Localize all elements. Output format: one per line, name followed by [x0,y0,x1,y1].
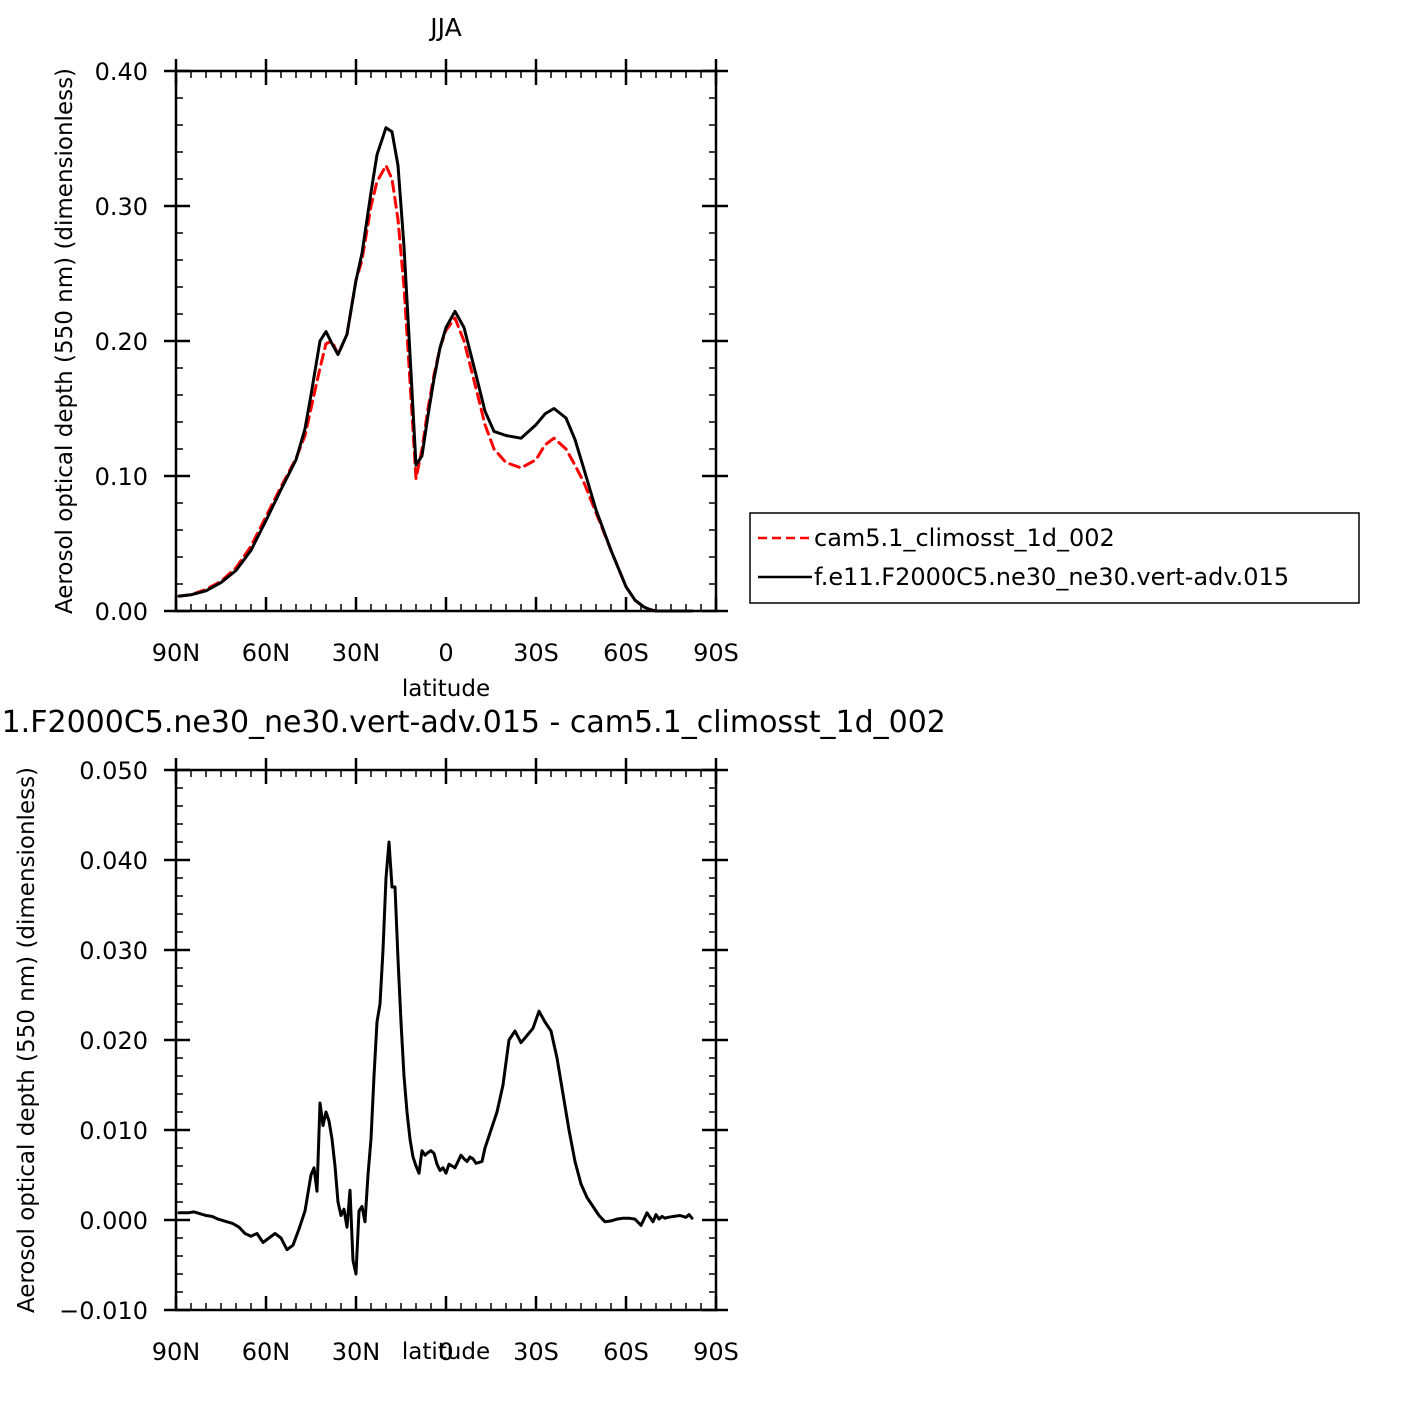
bottom-chart-series-line-1 [177,840,694,1276]
top-chart-y-tick-label: 0.40 [95,58,148,86]
top-chart-series-line-2 [177,126,694,613]
bottom-chart-y-tick-label: 0.000 [79,1207,148,1235]
bottom-chart-x-tick-label: 30S [513,1338,559,1366]
bottom-chart-panel: f.e11.F2000C5.ne30_ne30.vert-adv.015 - c… [0,705,946,1366]
top-chart-series-lines [177,126,694,613]
bottom-chart-x-tick-label: 0 [438,1338,453,1366]
bottom-chart-plot-frame [174,768,718,1312]
top-chart-x-tick-label: 0 [438,639,453,667]
bottom-chart-x-tick-label: 60N [242,1338,291,1366]
bottom-chart-x-tick-label: 90S [693,1338,739,1366]
bottom-chart-y-tick-label: −0.010 [59,1297,148,1325]
bottom-chart-y-axis-label: Aerosol optical depth (550 nm) (dimensio… [14,767,40,1313]
top-chart-x-axis: 90N 60N 30N 0 30S 60S 90S [152,59,739,667]
bottom-chart-title: f.e11.F2000C5.ne30_ne30.vert-adv.015 - c… [0,705,946,740]
top-chart-title: JJA [428,13,461,42]
top-chart-y-tick-label: 0.20 [95,328,148,356]
top-chart-x-tick-label: 90N [152,639,201,667]
top-chart-series-line-1 [177,164,694,613]
bottom-chart-y-tick-label: 0.020 [79,1027,148,1055]
legend-box [749,512,1360,604]
bottom-chart-x-tick-label: 30N [332,1338,381,1366]
top-chart-y-axis: 0.00 0.10 0.20 0.30 0.40 [95,58,728,626]
bottom-chart-y-axis: −0.010 0.000 0.010 0.020 0.030 0.040 0.050 [59,757,728,1325]
chart-legend: cam5.1_climosst_1d_002 f.e11.F2000C5.ne3… [749,512,1360,604]
legend-label-series-1: cam5.1_climosst_1d_002 [814,524,1115,552]
bottom-chart-y-tick-label: 0.010 [79,1117,148,1145]
bottom-chart-y-tick-label: 0.040 [79,847,148,875]
top-chart-x-tick-label: 60S [603,639,649,667]
bottom-chart-x-tick-label: 60S [603,1338,649,1366]
top-chart-panel: JJA 0.00 0.10 0.20 0.30 0.40 90N 60N 30N 0 30S 60… [52,13,739,702]
top-chart-x-tick-label: 30S [513,639,559,667]
bottom-chart-y-tick-label: 0.030 [79,937,148,965]
bottom-chart-x-tick-label: 90N [152,1338,201,1366]
top-chart-x-tick-label: 30N [332,639,381,667]
legend-label-series-2: f.e11.F2000C5.ne30_ne30.vert-adv.015 [814,563,1289,591]
top-chart-plot-frame [174,69,718,613]
top-chart-x-axis-label: latitude [402,676,490,702]
top-chart-y-axis-label: Aerosol optical depth (550 nm) (dimensio… [52,68,78,614]
top-chart-y-tick-label: 0.30 [95,193,148,221]
bottom-chart-y-tick-label: 0.050 [79,757,148,785]
top-chart-x-tick-label: 60N [242,639,291,667]
bottom-chart-series-lines [177,840,694,1276]
top-chart-x-tick-label: 90S [693,639,739,667]
bottom-chart-x-axis: 90N 60N 30N 0 30S 60S 90S [152,758,739,1366]
top-chart-y-tick-label: 0.10 [95,463,148,491]
bottom-chart-x-axis-label: latitude [402,1339,490,1365]
top-chart-y-tick-label: 0.00 [95,598,148,626]
